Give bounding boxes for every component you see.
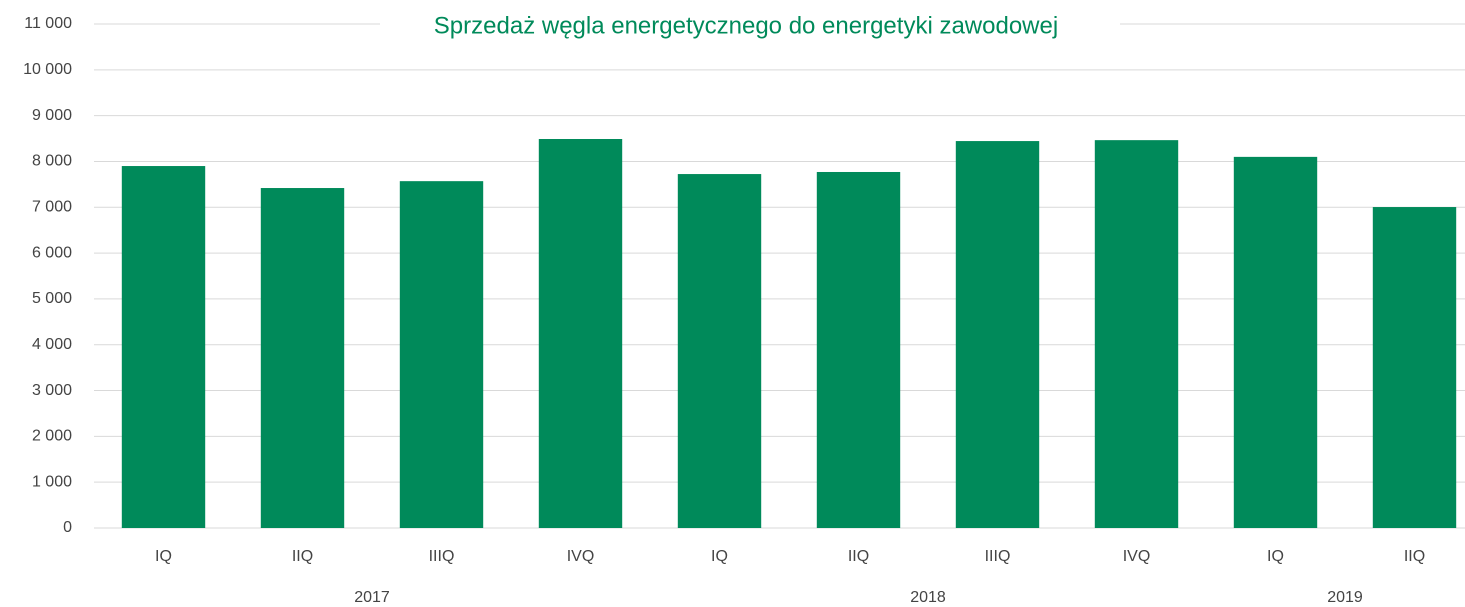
x-tick-label: IVQ [1123, 548, 1151, 565]
bar [816, 171, 901, 528]
x-tick-label: IQ [1267, 548, 1284, 565]
x-group-label: 2019 [1327, 589, 1363, 606]
y-tick-label: 4 000 [32, 336, 72, 353]
x-tick-label: IIIQ [429, 548, 455, 565]
x-tick-label: IIQ [848, 548, 869, 565]
bar [121, 166, 206, 528]
bar [1233, 156, 1318, 528]
y-tick-label: 5 000 [32, 290, 72, 307]
y-tick-label: 3 000 [32, 382, 72, 399]
y-tick-label: 2 000 [32, 428, 72, 445]
y-tick-label: 11 000 [24, 15, 72, 32]
title-background [380, 8, 1120, 44]
y-tick-label: 10 000 [23, 61, 72, 78]
x-tick-label: IIQ [1404, 548, 1425, 565]
x-tick-label: IIIQ [985, 548, 1011, 565]
y-tick-label: 1 000 [32, 473, 72, 490]
x-group-label: 2018 [910, 589, 946, 606]
bar [677, 174, 762, 528]
y-tick-label: 0 [63, 519, 72, 536]
bar [399, 181, 484, 528]
y-tick-label: 9 000 [32, 107, 72, 124]
bar [955, 141, 1040, 528]
x-tick-label: IQ [711, 548, 728, 565]
y-tick-label: 8 000 [32, 153, 72, 170]
y-tick-label: 6 000 [32, 244, 72, 261]
bar [538, 139, 623, 528]
chart-title: Sprzedaż węgla energetycznego do energet… [434, 12, 1058, 39]
bar [1372, 207, 1457, 528]
bar [260, 188, 345, 528]
x-tick-label: IVQ [567, 548, 595, 565]
bar [1094, 140, 1179, 528]
x-group-label: 2017 [354, 589, 390, 606]
x-tick-label: IIQ [292, 548, 313, 565]
x-tick-label: IQ [155, 548, 172, 565]
y-tick-label: 7 000 [32, 198, 72, 215]
